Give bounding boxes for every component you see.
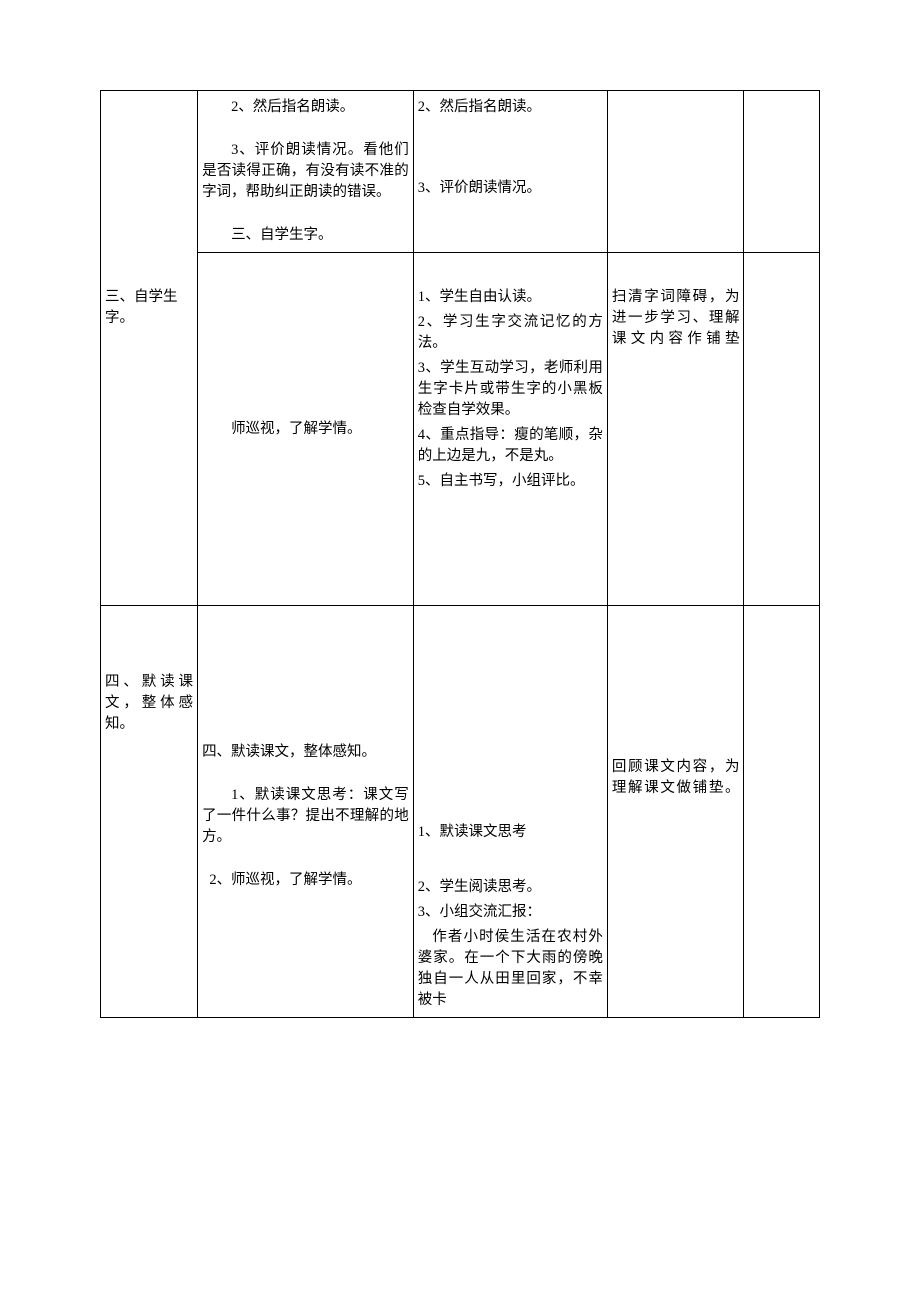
r3c2-p3: 2、师巡视，了解学情。 xyxy=(202,870,409,891)
r1c2-p2: 3、评价朗读情况。看他们是否读得正确，有没有读不准的字词，帮助纠正朗读的错误。 xyxy=(202,140,409,203)
table-row: 四、默读课文，整体感知。 四、默读课文，整体感知。 1、默读课文思考：课文写了一… xyxy=(101,606,820,1018)
cell-r3-c3: 1、默读课文思考 2、学生阅读思考。 3、小组交流汇报： 作者小时侯生活在农村外… xyxy=(413,606,607,1018)
section-4-title-text: 四、默读课文，整体感知。 xyxy=(105,672,193,735)
cell-r1-c3: 2、然后指名朗读。 3、评价朗读情况。 xyxy=(413,91,607,253)
r2c4-text: 扫清字词障碍，为进一步学习、理解课文内容作铺垫 xyxy=(612,287,740,350)
r3c2-p1: 四、默读课文，整体感知。 xyxy=(202,742,409,763)
r2c3-p2: 2、学习生字交流记忆的方法。 xyxy=(418,312,603,354)
table-row: 三、自学生字。 2、然后指名朗读。 3、评价朗读情况。看他们是否读得正确，有没有… xyxy=(101,91,820,253)
table-row: 师巡视，了解学情。 1、学生自由认读。 2、学习生字交流记忆的方法。 3、学生互… xyxy=(101,253,820,606)
r3c3-p3: 3、小组交流汇报： xyxy=(418,902,603,923)
cell-r3-c4: 回顾课文内容，为理解课文做铺垫。 xyxy=(607,606,744,1018)
cell-section-4-title: 四、默读课文，整体感知。 xyxy=(101,606,198,1018)
section-3-title-text: 三、自学生字。 xyxy=(105,289,178,326)
cell-r1-c4 xyxy=(607,91,744,253)
cell-r2-c2: 师巡视，了解学情。 xyxy=(198,253,414,606)
r2c3-p3: 3、学生互动学习，老师利用生字卡片或带生字的小黑板检查自学效果。 xyxy=(418,358,603,421)
cell-r2-c3: 1、学生自由认读。 2、学习生字交流记忆的方法。 3、学生互动学习，老师利用生字… xyxy=(413,253,607,606)
r2c3-p5: 5、自主书写，小组评比。 xyxy=(418,471,603,492)
cell-r1-c2: 2、然后指名朗读。 3、评价朗读情况。看他们是否读得正确，有没有读不准的字词，帮… xyxy=(198,91,414,253)
r2c3-p4: 4、重点指导：瘦的笔顺，杂的上边是九，不是丸。 xyxy=(418,425,603,467)
cell-r3-c2: 四、默读课文，整体感知。 1、默读课文思考：课文写了一件什么事？提出不理解的地方… xyxy=(198,606,414,1018)
cell-r3-c5 xyxy=(744,606,820,1018)
r1c2-p3: 三、自学生字。 xyxy=(202,225,409,246)
cell-r2-c4: 扫清字词障碍，为进一步学习、理解课文内容作铺垫 xyxy=(607,253,744,606)
lesson-plan-table: 三、自学生字。 2、然后指名朗读。 3、评价朗读情况。看他们是否读得正确，有没有… xyxy=(100,90,820,1018)
r3c2-p2: 1、默读课文思考：课文写了一件什么事？提出不理解的地方。 xyxy=(202,785,409,848)
r2c2-text: 师巡视，了解学情。 xyxy=(202,419,409,440)
r1c3-p2: 3、评价朗读情况。 xyxy=(418,178,603,199)
r3c3-p1: 1、默读课文思考 xyxy=(418,822,603,843)
r3c3-p4: 作者小时侯生活在农村外婆家。在一个下大雨的傍晚独自一人从田里回家，不幸被卡 xyxy=(418,927,603,1011)
cell-r1-c5 xyxy=(744,91,820,253)
cell-r2-c5 xyxy=(744,253,820,606)
r3c4-text: 回顾课文内容，为理解课文做铺垫。 xyxy=(612,757,740,799)
r3c3-p2: 2、学生阅读思考。 xyxy=(418,877,603,898)
cell-section-3-title: 三、自学生字。 xyxy=(101,91,198,606)
r1c3-p1: 2、然后指名朗读。 xyxy=(418,97,603,118)
r1c2-p1: 2、然后指名朗读。 xyxy=(202,97,409,118)
r2c3-p1: 1、学生自由认读。 xyxy=(418,287,603,308)
page-container: 三、自学生字。 2、然后指名朗读。 3、评价朗读情况。看他们是否读得正确，有没有… xyxy=(0,0,920,1078)
